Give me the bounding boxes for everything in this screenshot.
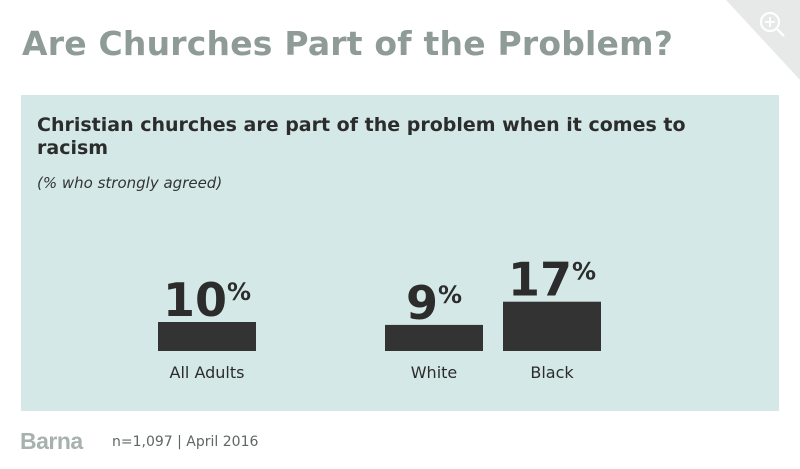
page-title: Are Churches Part of the Problem? (22, 24, 674, 63)
bar-black (503, 301, 601, 351)
zoom-button[interactable] (704, 0, 800, 96)
chart-panel: Christian churches are part of the probl… (21, 95, 779, 411)
bar-chart: 10% All Adults 9% White 17% Black (158, 253, 601, 382)
bar-white (385, 324, 483, 351)
zoom-in-icon (726, 0, 800, 80)
chart-title: Christian churches are part of the probl… (37, 114, 686, 159)
value-label-white: 9% (406, 276, 462, 330)
footer-note: n=1,097 | April 2016 (112, 434, 259, 450)
category-label-white: White (411, 363, 458, 382)
barna-logo: Barna (20, 428, 83, 454)
chart-subtitle: (% who strongly agreed) (37, 174, 223, 192)
bar-all-adults (158, 322, 256, 351)
value-label-all-adults: 10% (163, 273, 251, 327)
value-label-black: 17% (508, 253, 596, 307)
category-label-all-adults: All Adults (170, 363, 245, 382)
category-label-black: Black (530, 363, 574, 382)
